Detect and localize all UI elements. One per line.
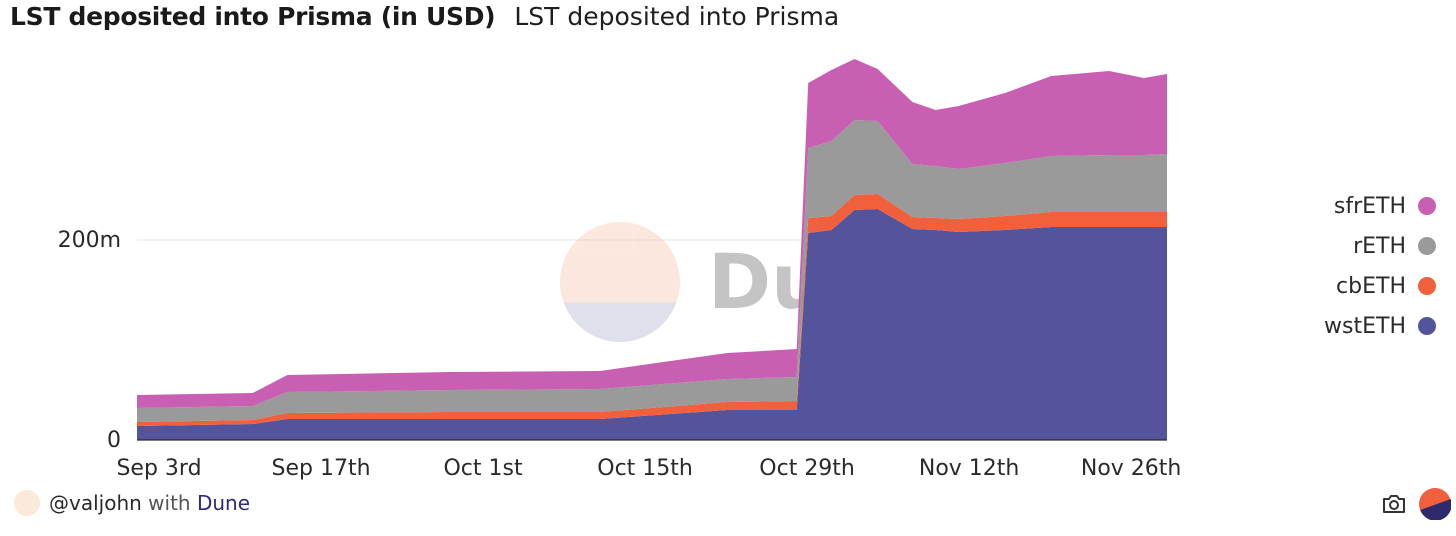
legend-label: wstETH [1324, 313, 1406, 339]
chart-title: LST deposited into Prisma (in USD) [10, 2, 496, 31]
y-axis: 0 200m [58, 228, 121, 453]
camera-icon[interactable] [1382, 494, 1406, 514]
y-tick-label: 0 [107, 428, 121, 453]
series-area-wsteth[interactable] [137, 209, 1167, 440]
legend-item-reth[interactable]: rETH [1324, 226, 1436, 266]
legend-label: rETH [1353, 233, 1406, 259]
brand-link[interactable]: Dune [196, 491, 251, 515]
legend-dot [1418, 237, 1436, 255]
chart-legend: sfrETH rETH cbETH wstETH [1324, 186, 1436, 346]
chart-header: LST deposited into Prisma (in USD) LST d… [10, 2, 839, 31]
watermark-circle-top [560, 221, 680, 303]
dune-logo-icon[interactable] [1419, 488, 1451, 520]
legend-dot [1418, 317, 1436, 335]
legend-item-sfreth[interactable]: sfrETH [1324, 186, 1436, 226]
x-tick-label: Oct 15th [597, 456, 693, 481]
author-link[interactable]: @valjohn [49, 491, 142, 515]
series-area-sfreth[interactable] [137, 59, 1167, 408]
legend-item-cbeth[interactable]: cbETH [1324, 266, 1436, 306]
avatar-icon[interactable] [14, 490, 40, 516]
x-axis: Sep 3rd Sep 17th Oct 1st Oct 15th Oct 29th No… [116, 456, 1181, 481]
x-tick-label: Sep 17th [272, 456, 371, 481]
legend-item-wsteth[interactable]: wstETH [1324, 306, 1436, 346]
legend-dot [1418, 277, 1436, 295]
chart-subtitle: LST deposited into Prisma [514, 2, 840, 31]
series-area-cbeth[interactable] [137, 194, 1167, 426]
x-tick-label: Oct 29th [759, 456, 855, 481]
series-areas [137, 59, 1167, 440]
x-tick-label: Nov 12th [919, 456, 1020, 481]
legend-label: cbETH [1336, 273, 1406, 299]
x-tick-label: Oct 1st [443, 456, 522, 481]
chart-footer: @valjohn with Dune [14, 490, 250, 516]
x-tick-label: Sep 3rd [116, 456, 201, 481]
watermark-circle-bottom [563, 302, 677, 342]
footer-with: with [148, 491, 191, 515]
y-tick-label: 200m [58, 228, 121, 253]
legend-label: sfrETH [1333, 193, 1406, 219]
legend-dot [1418, 197, 1436, 215]
footer-credit: @valjohn with Dune [49, 491, 250, 515]
series-area-reth[interactable] [137, 120, 1167, 422]
x-tick-label: Nov 26th [1081, 456, 1182, 481]
